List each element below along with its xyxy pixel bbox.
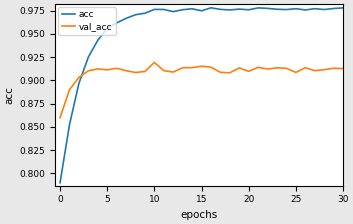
- val_acc: [237, 67, 241, 69]
- val_acc: [199, 65, 204, 68]
- acc: [143, 12, 147, 15]
- Line: val_acc: val_acc: [60, 62, 343, 118]
- val_acc: [218, 71, 222, 74]
- acc: [133, 13, 138, 16]
- acc: [303, 9, 307, 11]
- acc: [237, 8, 241, 11]
- val_acc: [96, 67, 100, 70]
- val_acc: [171, 71, 175, 73]
- acc: [162, 8, 166, 11]
- acc: [256, 6, 260, 9]
- val_acc: [181, 67, 185, 69]
- acc: [114, 22, 119, 24]
- acc: [152, 8, 156, 11]
- val_acc: [313, 69, 317, 72]
- val_acc: [114, 67, 119, 70]
- val_acc: [190, 66, 194, 69]
- val_acc: [67, 88, 72, 91]
- acc: [58, 181, 62, 184]
- val_acc: [303, 66, 307, 69]
- acc: [218, 8, 222, 11]
- acc: [294, 7, 298, 10]
- val_acc: [256, 66, 260, 69]
- Line: acc: acc: [60, 8, 343, 183]
- acc: [124, 17, 128, 20]
- val_acc: [143, 70, 147, 73]
- Y-axis label: acc: acc: [4, 86, 14, 104]
- val_acc: [331, 67, 336, 70]
- val_acc: [228, 71, 232, 74]
- val_acc: [322, 68, 326, 71]
- val_acc: [86, 69, 90, 72]
- acc: [285, 8, 289, 11]
- acc: [228, 9, 232, 11]
- acc: [181, 8, 185, 11]
- val_acc: [133, 71, 138, 74]
- X-axis label: epochs: epochs: [181, 210, 218, 220]
- val_acc: [209, 66, 213, 69]
- val_acc: [247, 70, 251, 73]
- acc: [341, 6, 345, 9]
- acc: [265, 7, 270, 10]
- val_acc: [294, 71, 298, 74]
- acc: [247, 9, 251, 11]
- acc: [171, 10, 175, 13]
- acc: [190, 7, 194, 10]
- val_acc: [152, 61, 156, 64]
- acc: [322, 8, 326, 11]
- val_acc: [105, 69, 109, 71]
- acc: [199, 9, 204, 12]
- val_acc: [265, 68, 270, 70]
- val_acc: [77, 76, 81, 79]
- acc: [96, 39, 100, 42]
- val_acc: [285, 67, 289, 70]
- val_acc: [124, 69, 128, 72]
- acc: [209, 6, 213, 9]
- val_acc: [162, 69, 166, 72]
- Legend: acc, val_acc: acc, val_acc: [58, 7, 116, 35]
- val_acc: [341, 67, 345, 70]
- val_acc: [275, 67, 279, 69]
- val_acc: [58, 116, 62, 119]
- acc: [77, 82, 81, 85]
- acc: [331, 7, 336, 10]
- acc: [67, 123, 72, 126]
- acc: [105, 27, 109, 30]
- acc: [275, 8, 279, 11]
- acc: [313, 7, 317, 10]
- acc: [86, 56, 90, 58]
